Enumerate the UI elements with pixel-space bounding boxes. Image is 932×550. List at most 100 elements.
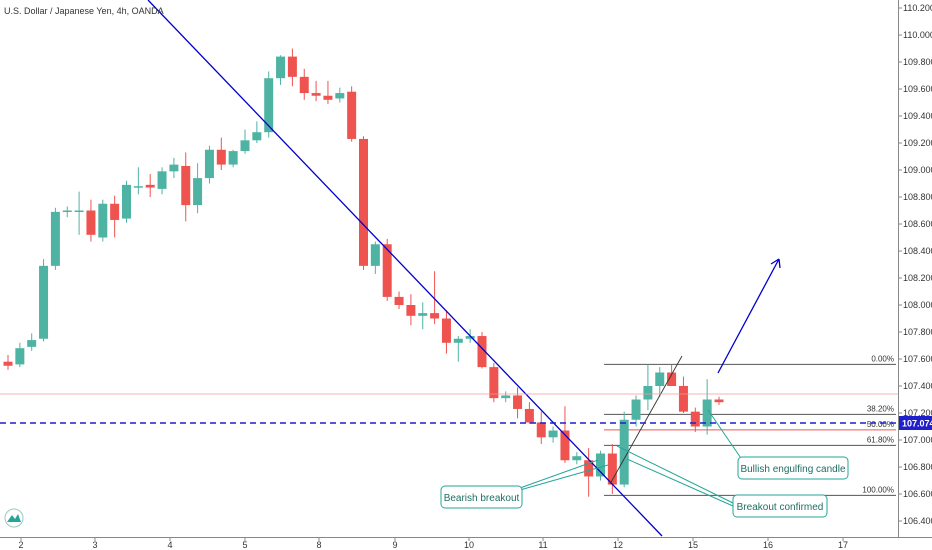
time-axis-tick-label: 8 [316, 540, 321, 550]
candle [643, 364, 653, 411]
bullish-engulfing-box[interactable] [737, 456, 849, 480]
candle [631, 395, 641, 427]
candle-body [690, 411, 700, 427]
candle-body [311, 93, 321, 96]
candle [15, 342, 25, 368]
price-axis-tick-label: 108.600 [903, 219, 932, 229]
time-axis-tick-label: 3 [92, 540, 97, 550]
bullish-engulfing-pointer [707, 409, 746, 465]
candle [39, 259, 49, 342]
candle [513, 387, 523, 419]
candle-body [714, 399, 724, 403]
candle [453, 336, 463, 362]
candle-body [335, 93, 345, 99]
candle-body [572, 456, 582, 461]
candle [655, 367, 665, 397]
candle-body [50, 211, 60, 266]
candle [347, 86, 357, 142]
candle-body [536, 422, 546, 438]
candle [145, 174, 155, 197]
time-axis-tick-label: 9 [392, 540, 397, 550]
tradingview-logo-icon[interactable] [4, 508, 24, 528]
candle-body [98, 203, 108, 238]
chart-title: U.S. Dollar / Japanese Yen, 4h, OANDA [4, 6, 164, 16]
descending-trendline[interactable] [147, 0, 663, 537]
candle [690, 407, 700, 432]
candle [181, 152, 191, 222]
bearish-breakout-label: Bearish breakout [444, 493, 520, 504]
fib-diagonal-line[interactable] [609, 355, 683, 485]
candle [122, 180, 131, 223]
fib-level-label: 0.00% [871, 354, 894, 363]
candle-body [62, 210, 72, 212]
time-axis-tick-label: 15 [688, 540, 698, 550]
time-axis-tick-label: 10 [464, 540, 474, 550]
candle-body [228, 151, 238, 165]
fibonacci-retracement[interactable]: 0.00% 38.20% 50.00% 61.80% 100.00% [604, 354, 896, 496]
candle-body [489, 367, 499, 399]
candle-body [667, 372, 677, 386]
candle [74, 191, 84, 235]
annotations[interactable]: Bearish breakout Breakout confirmed Bull… [440, 409, 849, 518]
candle-body [382, 244, 392, 297]
breakout-confirmed-box[interactable] [732, 494, 828, 518]
candle [418, 302, 428, 330]
candle [584, 448, 594, 497]
price-axis-tick-label: 109.600 [903, 84, 932, 94]
drawings[interactable] [0, 0, 898, 537]
current-price-tag-box [899, 416, 932, 430]
candle [477, 332, 487, 369]
candle [287, 48, 297, 87]
candle [596, 450, 605, 481]
projection-arrowhead-icon [770, 258, 781, 269]
price-axis-tick-label: 109.000 [903, 165, 932, 175]
candle-body [560, 430, 570, 461]
candle-body [240, 140, 250, 152]
candle-body [276, 56, 286, 79]
candle-body [441, 318, 451, 343]
fib-level-label: 61.80% [867, 435, 894, 444]
candle-body [548, 430, 558, 438]
candle-body [513, 395, 523, 409]
candle [548, 426, 558, 443]
candle [204, 145, 214, 184]
time-axis-ticks: 2 3 4 5 8 9 10 11 12 15 16 17 [18, 538, 848, 550]
candle-body [477, 336, 487, 368]
candle-body [584, 460, 594, 477]
price-axis-tick-label: 108.000 [903, 300, 932, 310]
candle-body [133, 186, 143, 188]
candle [3, 354, 13, 370]
bearish-breakout-pointer [519, 459, 599, 489]
projection-arrow-line[interactable] [717, 258, 780, 374]
candle [264, 71, 274, 138]
candle [714, 396, 724, 405]
candle-body [110, 203, 120, 220]
candle [193, 163, 203, 214]
candle [394, 291, 404, 310]
candle [228, 149, 238, 168]
price-axis-tick-label: 107.600 [903, 354, 932, 364]
time-axis-tick-label: 5 [242, 540, 247, 550]
candle-body [596, 453, 605, 477]
candle [252, 121, 262, 143]
price-axis-tick-label: 107.200 [903, 408, 932, 418]
candle [311, 80, 321, 102]
bullish-engulfing-label: Bullish engulfing candle [740, 464, 846, 475]
candle-body [157, 171, 167, 189]
time-axis-tick-label: 12 [613, 540, 623, 550]
bearish-breakout-box[interactable] [440, 485, 523, 509]
candle [678, 376, 688, 413]
candle-body [678, 386, 688, 412]
price-axis-background [899, 0, 932, 538]
candle-body [74, 210, 84, 212]
candle [524, 402, 534, 424]
candle-body [524, 408, 534, 423]
candle [62, 206, 72, 218]
time-axis-tick-label: 17 [838, 540, 848, 550]
candle-body [453, 338, 463, 343]
candle-body [3, 361, 13, 366]
candle [169, 157, 179, 179]
candle-body [287, 56, 297, 77]
